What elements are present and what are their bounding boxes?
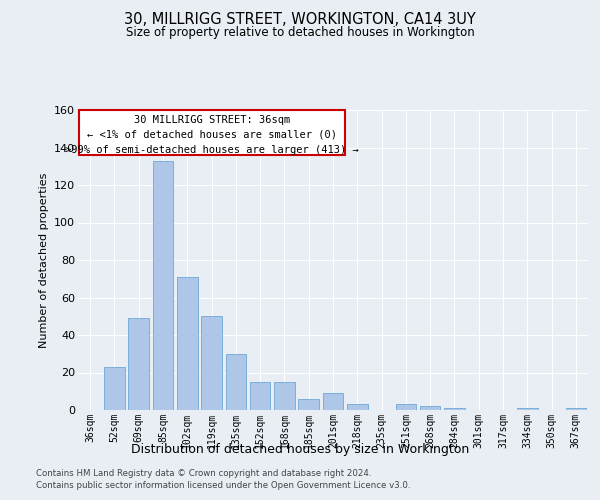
Text: Distribution of detached houses by size in Workington: Distribution of detached houses by size … — [131, 442, 469, 456]
Bar — [250, 382, 271, 410]
Y-axis label: Number of detached properties: Number of detached properties — [38, 172, 49, 348]
Bar — [104, 367, 125, 410]
Bar — [517, 408, 538, 410]
Text: ← <1% of detached houses are smaller (0): ← <1% of detached houses are smaller (0) — [87, 130, 337, 140]
Bar — [128, 318, 149, 410]
Bar — [444, 408, 465, 410]
Text: >99% of semi-detached houses are larger (413) →: >99% of semi-detached houses are larger … — [65, 144, 359, 154]
Bar — [347, 404, 368, 410]
Bar — [298, 399, 319, 410]
Bar — [201, 316, 222, 410]
Bar — [566, 408, 586, 410]
Text: 30 MILLRIGG STREET: 36sqm: 30 MILLRIGG STREET: 36sqm — [134, 114, 290, 124]
Bar — [420, 406, 440, 410]
Text: Contains public sector information licensed under the Open Government Licence v3: Contains public sector information licen… — [36, 481, 410, 490]
Text: Size of property relative to detached houses in Workington: Size of property relative to detached ho… — [125, 26, 475, 39]
Text: 30, MILLRIGG STREET, WORKINGTON, CA14 3UY: 30, MILLRIGG STREET, WORKINGTON, CA14 3U… — [124, 12, 476, 28]
Bar — [323, 393, 343, 410]
FancyBboxPatch shape — [79, 110, 345, 155]
Text: Contains HM Land Registry data © Crown copyright and database right 2024.: Contains HM Land Registry data © Crown c… — [36, 468, 371, 477]
Bar — [274, 382, 295, 410]
Bar — [177, 277, 197, 410]
Bar — [226, 354, 246, 410]
Bar — [395, 404, 416, 410]
Bar — [152, 160, 173, 410]
